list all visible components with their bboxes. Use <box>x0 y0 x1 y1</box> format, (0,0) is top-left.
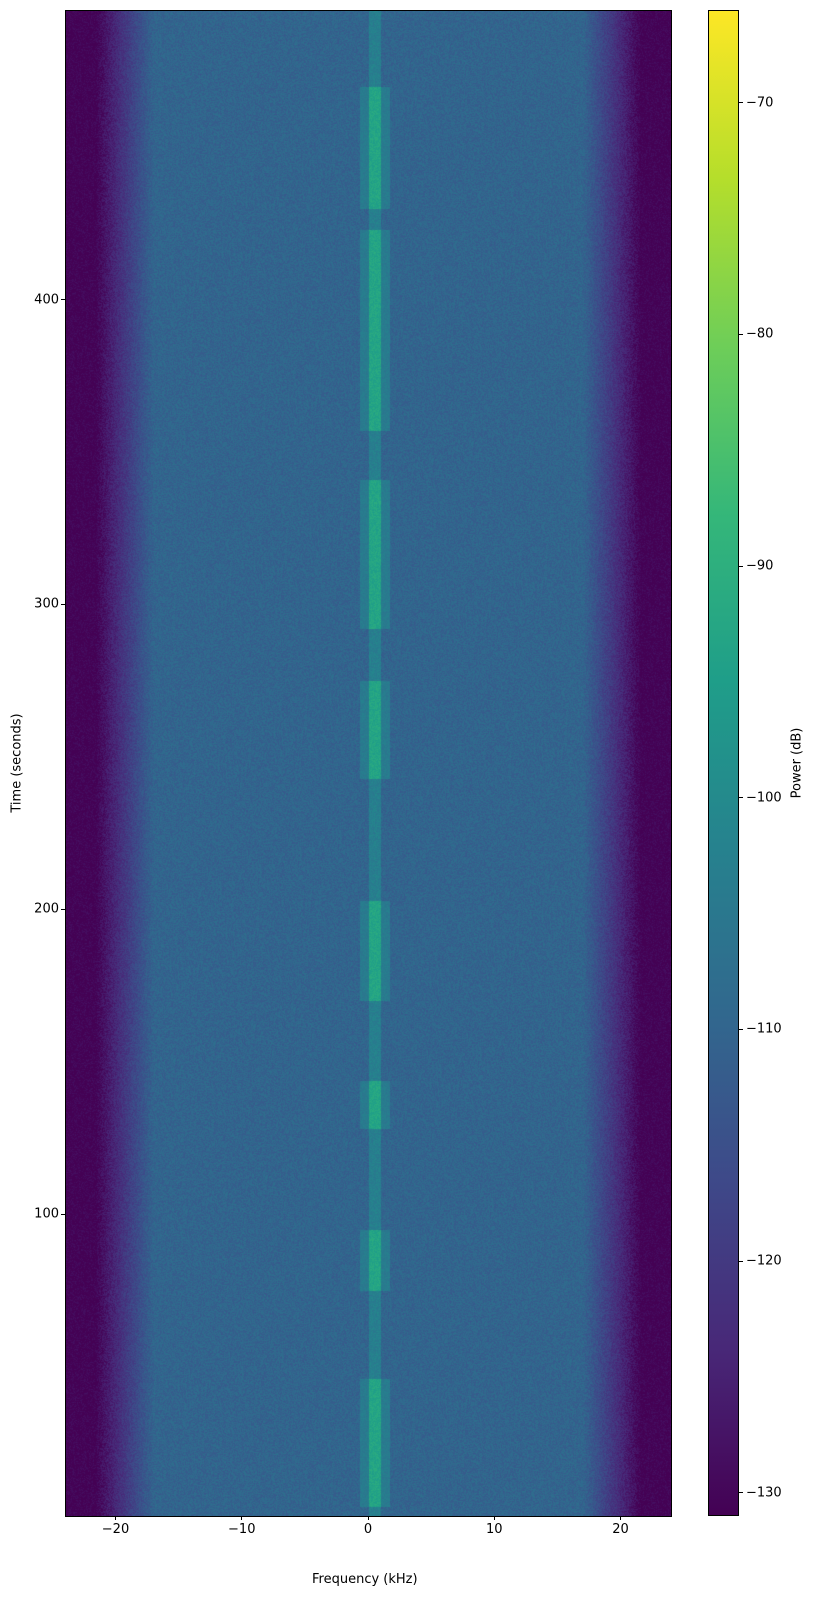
y-tick <box>61 603 65 605</box>
colorbar-tick-label: −100 <box>746 790 782 806</box>
colorbar-tick-label: −90 <box>746 558 774 574</box>
x-axis-label: Frequency (kHz) <box>312 1572 418 1587</box>
y-tick-label: 200 <box>34 901 59 917</box>
y-tick <box>61 1213 65 1215</box>
y-tick-label: 300 <box>34 596 59 612</box>
x-tick <box>620 1516 621 1520</box>
colorbar-tick <box>739 797 743 799</box>
y-tick <box>61 299 65 301</box>
x-tick <box>493 1516 495 1520</box>
colorbar-tick <box>739 102 743 104</box>
x-tick-label: −20 <box>101 1522 130 1537</box>
x-tick-label: 10 <box>485 1522 503 1537</box>
colorbar-tick <box>739 565 743 567</box>
colorbar-tick-label: −80 <box>746 326 774 342</box>
y-tick-label: 400 <box>34 292 59 308</box>
colorbar-tick <box>739 1492 743 1494</box>
x-tick-label: 0 <box>363 1522 373 1537</box>
colorbar-tick-label: −70 <box>746 95 774 111</box>
colorbar-tick-label: −120 <box>746 1253 782 1269</box>
colorbar-tick-label: −110 <box>746 1021 782 1037</box>
x-tick-label: 20 <box>612 1522 629 1537</box>
colorbar-tick <box>739 333 743 335</box>
colorbar-tick <box>739 1260 743 1262</box>
colorbar-tick-label: −130 <box>746 1485 782 1501</box>
colorbar-label: Power (dB) <box>789 727 805 799</box>
colorbar-tick <box>739 1028 743 1030</box>
x-tick <box>115 1516 116 1520</box>
colorbar <box>708 10 739 1516</box>
x-tick <box>241 1516 243 1520</box>
spectrogram-heatmap <box>65 10 671 1516</box>
y-tick <box>61 908 65 910</box>
y-tick-label: 100 <box>34 1206 59 1222</box>
y-axis-label: Time (seconds) <box>9 713 25 813</box>
x-tick-label: −10 <box>228 1522 256 1537</box>
spectrogram-plot-area <box>65 10 671 1516</box>
x-tick <box>367 1516 369 1520</box>
